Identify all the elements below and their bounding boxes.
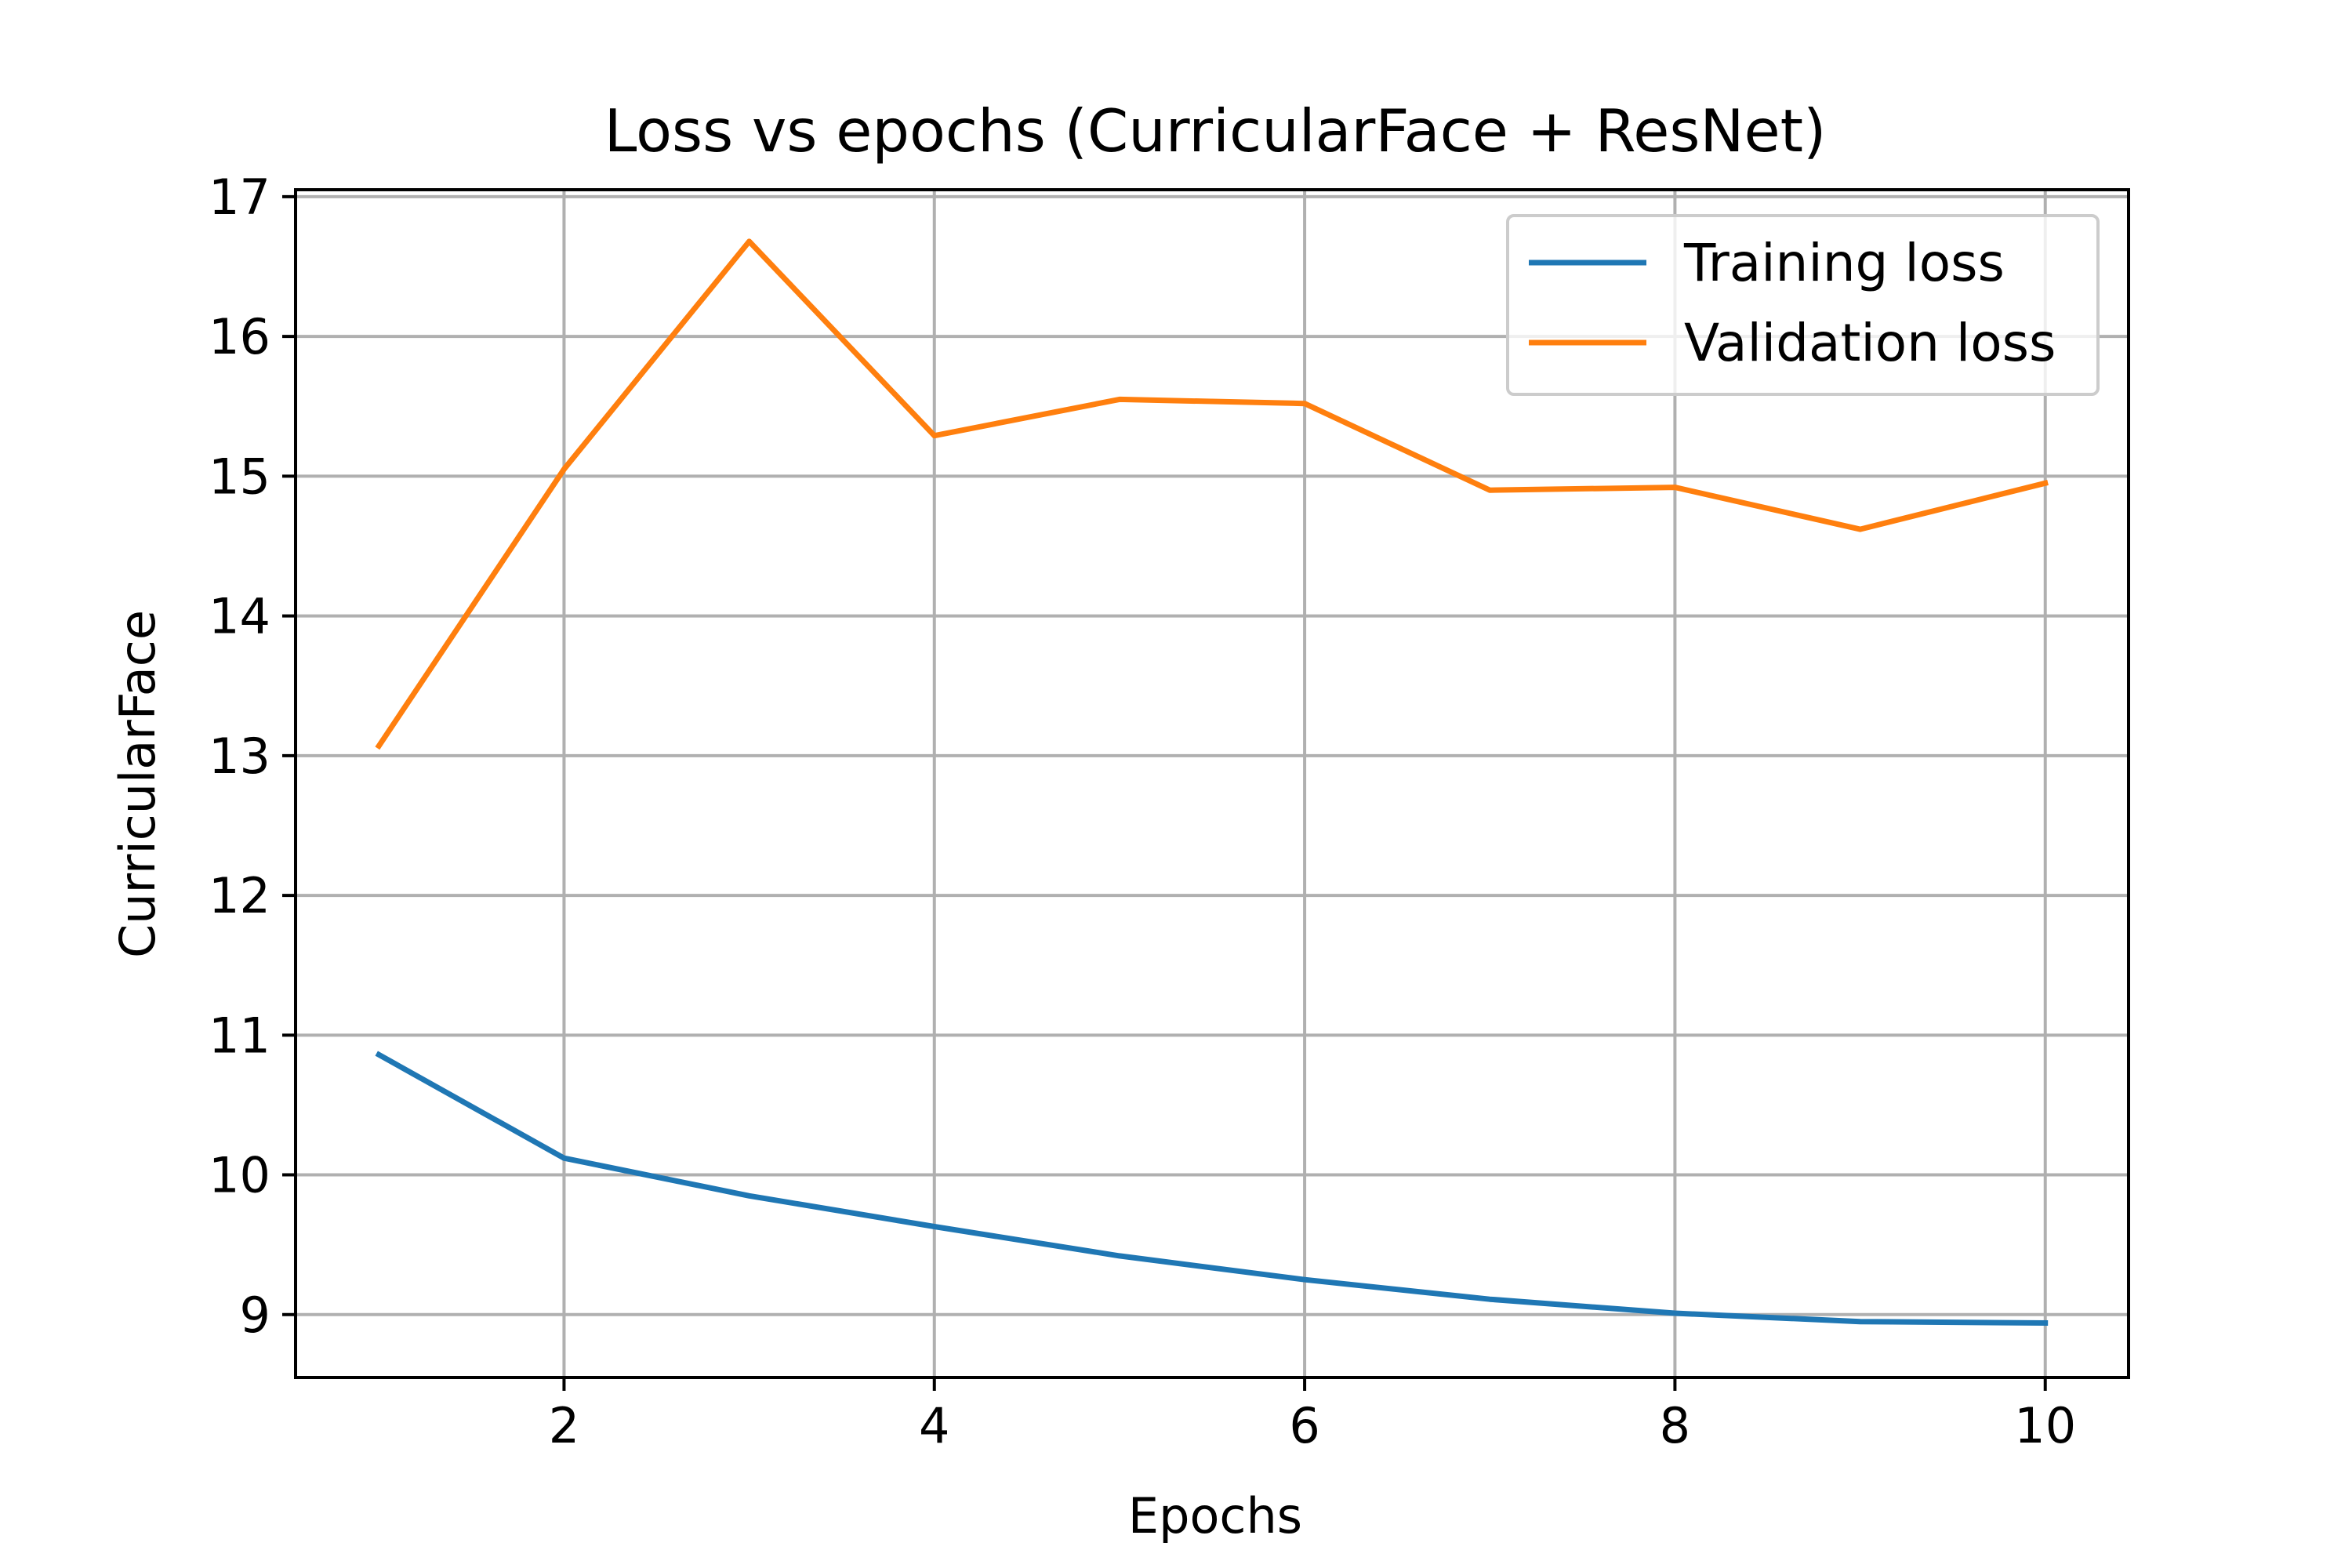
tick-labels: 2 4 6 8 10 9 10 11 12 13 14 15 16 17 bbox=[209, 169, 2076, 1454]
y-tick-label: 9 bbox=[240, 1287, 270, 1344]
legend-label-1: Validation loss bbox=[1684, 313, 2056, 373]
y-tick-label: 16 bbox=[209, 308, 270, 365]
y-tick-label: 11 bbox=[209, 1007, 270, 1064]
x-tick-label: 10 bbox=[2014, 1397, 2076, 1454]
y-tick-label: 15 bbox=[209, 448, 270, 505]
plot-frame bbox=[294, 188, 2130, 1379]
x-axis-label: Epochs bbox=[1128, 1487, 1302, 1544]
series-lines bbox=[375, 238, 2049, 1327]
y-tick-label: 13 bbox=[209, 728, 270, 785]
y-tick-label: 12 bbox=[209, 867, 270, 924]
legend: Training loss Validation loss bbox=[1506, 214, 2100, 396]
y-tick-label: 10 bbox=[209, 1147, 270, 1204]
y-tick-label: 14 bbox=[209, 588, 270, 645]
x-tick-label: 4 bbox=[919, 1397, 949, 1454]
x-tick-label: 2 bbox=[549, 1397, 579, 1454]
y-tick-label: 17 bbox=[209, 169, 270, 226]
x-tick-label: 8 bbox=[1660, 1397, 1690, 1454]
axes bbox=[294, 188, 2130, 1379]
x-tick-label: 6 bbox=[1289, 1397, 1319, 1454]
series-line-1 bbox=[375, 238, 2049, 750]
y-axis-label: CurricularFace bbox=[109, 610, 166, 958]
legend-box bbox=[1506, 214, 2100, 396]
series-line-0 bbox=[375, 1051, 2049, 1327]
chart-title: Loss vs epochs (CurricularFace + ResNet) bbox=[604, 96, 1827, 165]
legend-label-0: Training loss bbox=[1683, 233, 2005, 293]
